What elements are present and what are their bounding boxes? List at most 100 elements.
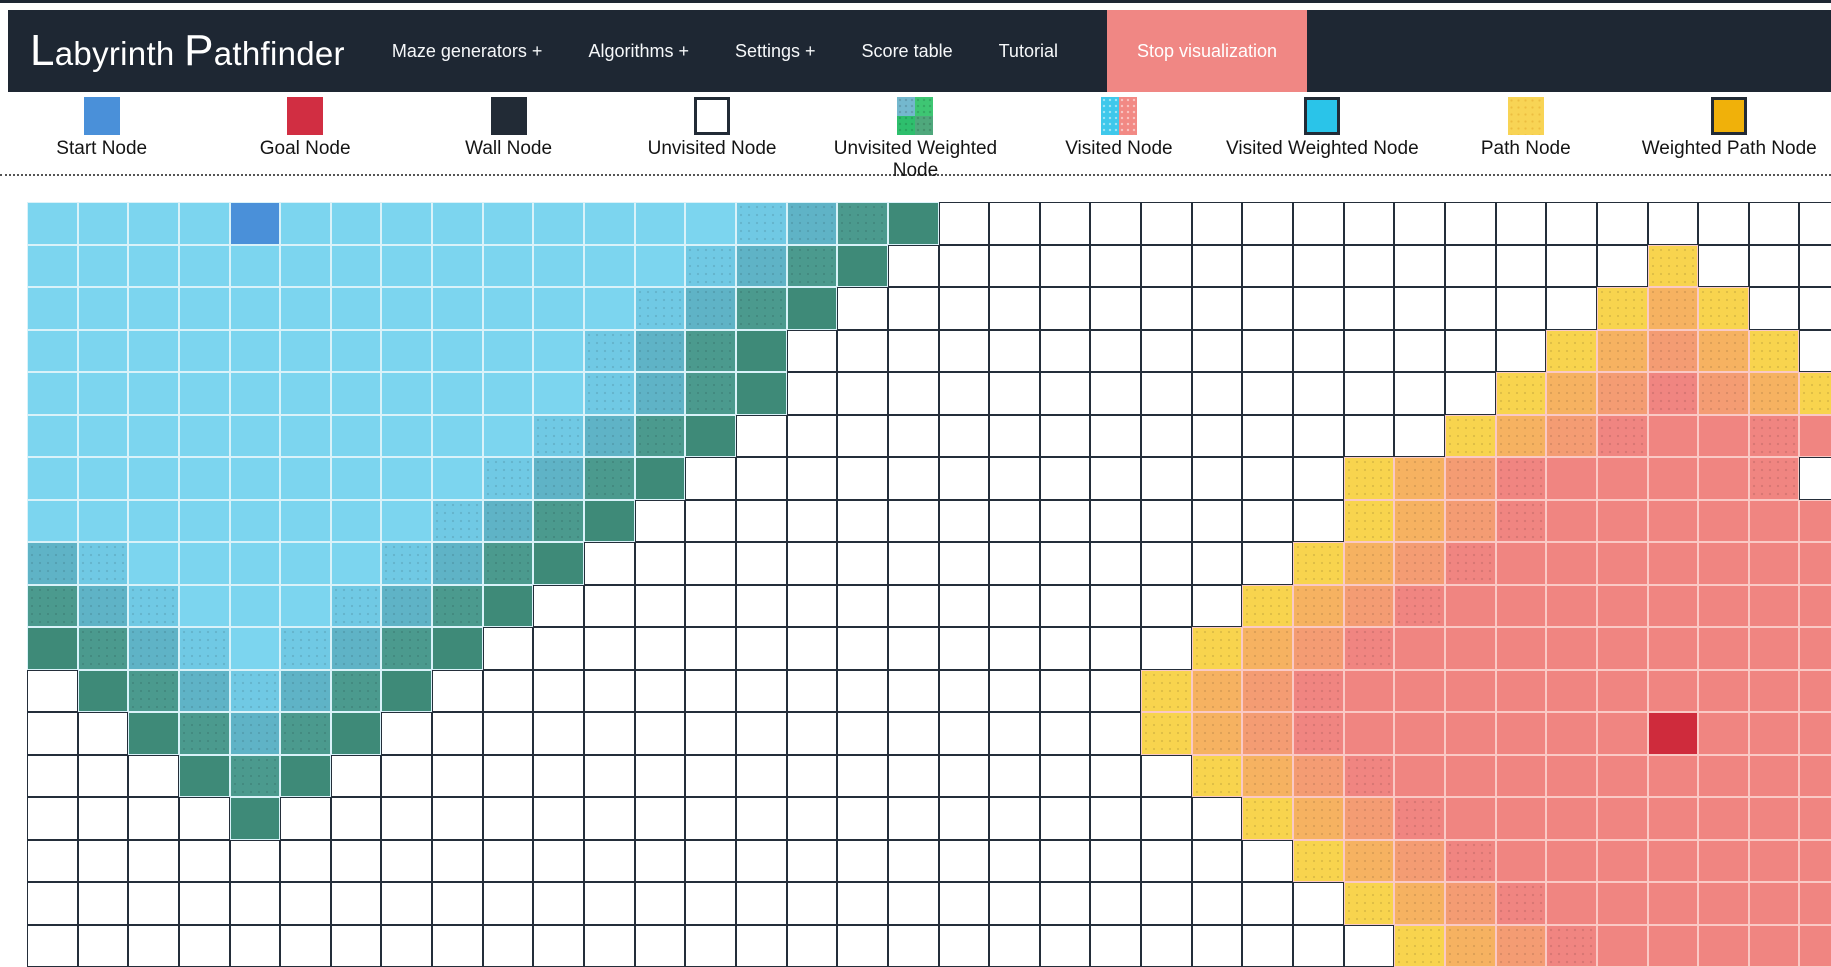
grid-cell[interactable] (280, 500, 331, 543)
nav-item-maze-generators[interactable]: Maze generators + (369, 10, 566, 92)
grid-cell[interactable] (280, 882, 331, 925)
grid-cell[interactable] (230, 712, 281, 755)
grid-cell[interactable] (1090, 415, 1141, 458)
grid-cell[interactable] (1344, 457, 1395, 500)
grid-cell[interactable] (1090, 755, 1141, 798)
grid-cell[interactable] (635, 287, 686, 330)
grid-cell[interactable] (635, 500, 686, 543)
grid-cell[interactable] (1293, 500, 1344, 543)
grid-cell[interactable] (1242, 627, 1293, 670)
grid-cell[interactable] (128, 712, 179, 755)
grid-cell[interactable] (1496, 245, 1547, 288)
grid-cell[interactable] (230, 670, 281, 713)
grid-cell[interactable] (1141, 287, 1192, 330)
grid-cell[interactable] (939, 245, 990, 288)
grid-cell[interactable] (888, 627, 939, 670)
grid-cell[interactable] (533, 542, 584, 585)
nav-item-algorithms[interactable]: Algorithms + (565, 10, 712, 92)
grid-cell[interactable] (736, 287, 787, 330)
grid-cell[interactable] (635, 755, 686, 798)
grid-cell[interactable] (432, 925, 483, 967)
grid-cell[interactable] (1192, 670, 1243, 713)
grid-cell[interactable] (1799, 287, 1831, 330)
grid-cell[interactable] (1344, 202, 1395, 245)
grid-cell[interactable] (533, 372, 584, 415)
grid-cell[interactable] (1293, 542, 1344, 585)
grid-cell[interactable] (27, 287, 78, 330)
grid-cell[interactable] (1090, 457, 1141, 500)
grid-cell[interactable] (27, 925, 78, 967)
grid-cell[interactable] (128, 755, 179, 798)
grid-cell[interactable] (837, 457, 888, 500)
grid-cell[interactable] (128, 500, 179, 543)
grid-cell[interactable] (128, 797, 179, 840)
grid-cell[interactable] (1698, 755, 1749, 798)
grid-cell[interactable] (736, 372, 787, 415)
grid-cell[interactable] (1242, 372, 1293, 415)
goal-node-cell[interactable] (1648, 712, 1699, 755)
grid-cell[interactable] (1445, 925, 1496, 967)
grid-cell[interactable] (1648, 415, 1699, 458)
grid-cell[interactable] (1546, 287, 1597, 330)
grid-cell[interactable] (736, 585, 787, 628)
grid-cell[interactable] (381, 457, 432, 500)
grid-cell[interactable] (1546, 500, 1597, 543)
grid-cell[interactable] (1141, 372, 1192, 415)
grid-cell[interactable] (939, 585, 990, 628)
grid-cell[interactable] (736, 840, 787, 883)
grid-cell[interactable] (1141, 415, 1192, 458)
grid-cell[interactable] (179, 925, 230, 967)
grid-cell[interactable] (1192, 882, 1243, 925)
grid-cell[interactable] (280, 542, 331, 585)
grid-cell[interactable] (280, 840, 331, 883)
grid-cell[interactable] (1192, 755, 1243, 798)
grid-cell[interactable] (1445, 627, 1496, 670)
grid-cell[interactable] (1192, 797, 1243, 840)
grid-cell[interactable] (1546, 372, 1597, 415)
grid-cell[interactable] (1242, 415, 1293, 458)
grid-cell[interactable] (533, 797, 584, 840)
grid-cell[interactable] (230, 797, 281, 840)
grid-cell[interactable] (685, 330, 736, 373)
grid-cell[interactable] (736, 882, 787, 925)
grid-cell[interactable] (888, 925, 939, 967)
grid-cell[interactable] (230, 500, 281, 543)
grid-cell[interactable] (787, 840, 838, 883)
grid-cell[interactable] (280, 202, 331, 245)
grid-cell[interactable] (483, 500, 534, 543)
grid-cell[interactable] (584, 712, 635, 755)
grid-cell[interactable] (78, 245, 129, 288)
grid-cell[interactable] (1141, 542, 1192, 585)
grid-cell[interactable] (787, 245, 838, 288)
grid-cell[interactable] (1040, 585, 1091, 628)
grid-cell[interactable] (1698, 457, 1749, 500)
grid-cell[interactable] (128, 372, 179, 415)
grid-cell[interactable] (1040, 542, 1091, 585)
grid-cell[interactable] (483, 372, 534, 415)
grid-cell[interactable] (331, 330, 382, 373)
grid-cell[interactable] (736, 627, 787, 670)
grid-cell[interactable] (685, 542, 736, 585)
grid-cell[interactable] (331, 627, 382, 670)
grid-cell[interactable] (1090, 925, 1141, 967)
grid-cell[interactable] (432, 415, 483, 458)
grid-cell[interactable] (685, 372, 736, 415)
grid-cell[interactable] (1648, 840, 1699, 883)
grid-cell[interactable] (27, 202, 78, 245)
grid-cell[interactable] (533, 500, 584, 543)
grid-cell[interactable] (27, 415, 78, 458)
grid-cell[interactable] (78, 287, 129, 330)
grid-cell[interactable] (1192, 925, 1243, 967)
grid-cell[interactable] (1344, 542, 1395, 585)
grid-cell[interactable] (1597, 287, 1648, 330)
grid-cell[interactable] (1242, 245, 1293, 288)
grid-cell[interactable] (736, 670, 787, 713)
grid-cell[interactable] (381, 415, 432, 458)
grid-cell[interactable] (1394, 202, 1445, 245)
grid-cell[interactable] (1597, 882, 1648, 925)
grid-cell[interactable] (1698, 202, 1749, 245)
grid-cell[interactable] (787, 925, 838, 967)
grid-cell[interactable] (1445, 797, 1496, 840)
grid-cell[interactable] (837, 627, 888, 670)
grid-cell[interactable] (1293, 797, 1344, 840)
